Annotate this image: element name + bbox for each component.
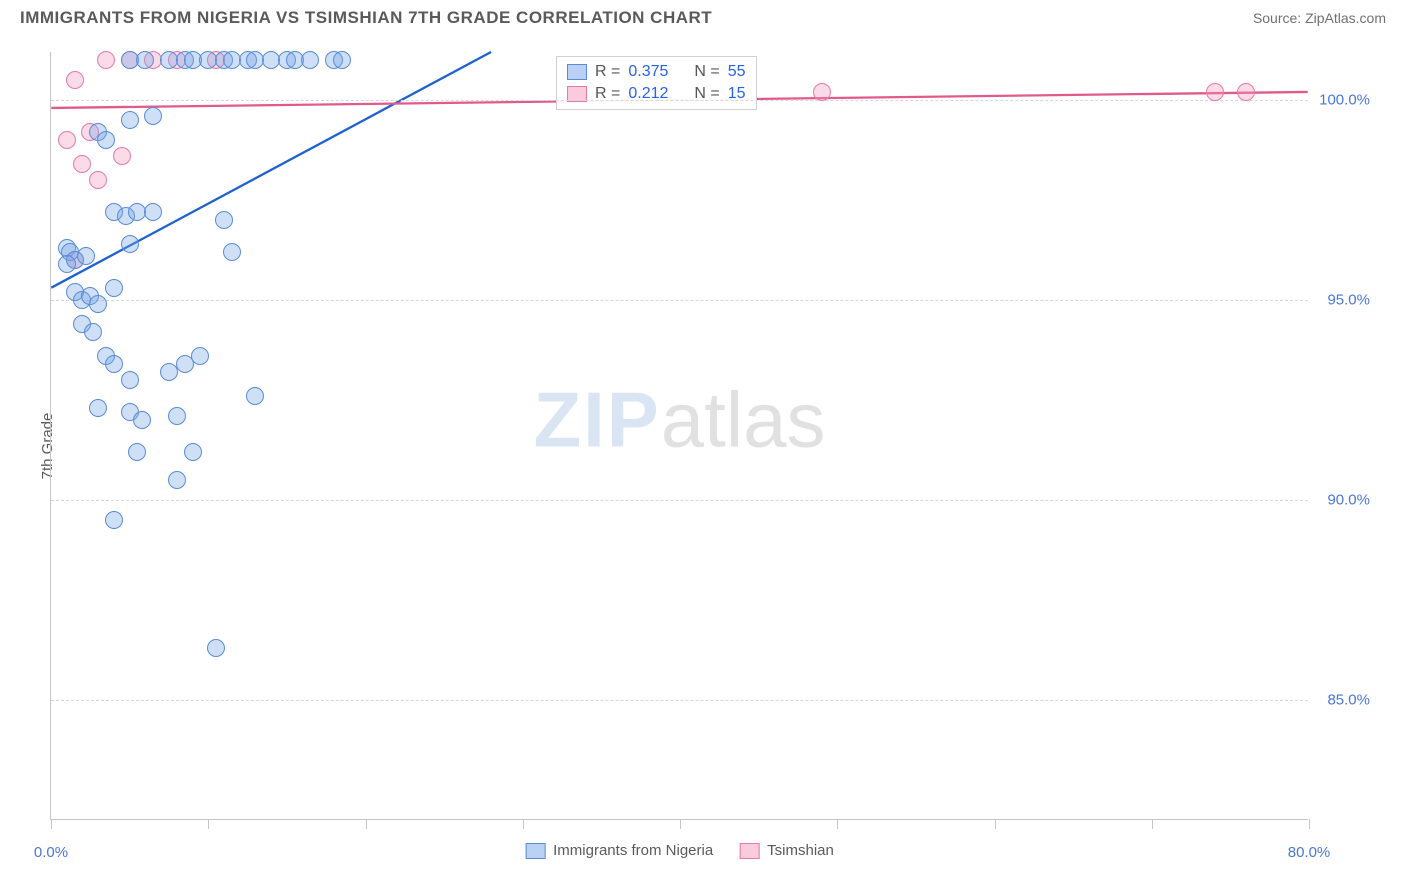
data-point: [1206, 83, 1224, 101]
data-point: [215, 211, 233, 229]
x-tick: [523, 819, 524, 829]
trend-line: [51, 52, 491, 288]
legend-item: Immigrants from Nigeria: [525, 842, 713, 859]
data-point: [144, 203, 162, 221]
y-tick-label: 90.0%: [1327, 492, 1370, 509]
r-label: R =: [595, 63, 620, 81]
chart-title: IMMIGRANTS FROM NIGERIA VS TSIMSHIAN 7TH…: [20, 8, 712, 28]
gridline: [51, 100, 1308, 101]
n-label: N =: [694, 63, 719, 81]
chart-plot-area: ZIPatlas R = 0.375 N = 55 R = 0.212 N = …: [50, 52, 1308, 820]
legend-item: Tsimshian: [739, 842, 834, 859]
x-tick: [995, 819, 996, 829]
n-value: 55: [728, 63, 746, 81]
data-point: [246, 387, 264, 405]
series-legend: Immigrants from Nigeria Tsimshian: [525, 842, 834, 859]
swatch-blue-icon: [525, 843, 545, 859]
data-point: [77, 247, 95, 265]
stats-legend: R = 0.375 N = 55 R = 0.212 N = 15: [556, 56, 757, 110]
data-point: [97, 51, 115, 69]
data-point: [105, 279, 123, 297]
x-tick: [1309, 819, 1310, 829]
data-point: [113, 147, 131, 165]
data-point: [97, 131, 115, 149]
x-tick: [837, 819, 838, 829]
stats-legend-row: R = 0.375 N = 55: [567, 61, 746, 83]
data-point: [105, 511, 123, 529]
data-point: [121, 235, 139, 253]
data-point: [191, 347, 209, 365]
watermark: ZIPatlas: [533, 375, 825, 466]
data-point: [184, 443, 202, 461]
data-point: [73, 155, 91, 173]
data-point: [223, 243, 241, 261]
x-tick: [51, 819, 52, 829]
data-point: [89, 399, 107, 417]
swatch-blue-icon: [567, 64, 587, 80]
legend-label: Immigrants from Nigeria: [553, 842, 713, 859]
data-point: [168, 471, 186, 489]
data-point: [89, 295, 107, 313]
data-point: [84, 323, 102, 341]
swatch-pink-icon: [739, 843, 759, 859]
data-point: [207, 639, 225, 657]
stats-legend-row: R = 0.212 N = 15: [567, 83, 746, 105]
data-point: [58, 131, 76, 149]
y-tick-label: 100.0%: [1319, 92, 1370, 109]
x-tick: [208, 819, 209, 829]
data-point: [66, 71, 84, 89]
chart-source: Source: ZipAtlas.com: [1253, 10, 1386, 26]
data-point: [301, 51, 319, 69]
x-tick: [1152, 819, 1153, 829]
legend-label: Tsimshian: [767, 842, 834, 859]
trend-lines: [51, 52, 1308, 819]
data-point: [133, 411, 151, 429]
data-point: [121, 111, 139, 129]
data-point: [144, 107, 162, 125]
y-tick-label: 95.0%: [1327, 292, 1370, 309]
data-point: [105, 355, 123, 373]
x-tick-label: 80.0%: [1288, 844, 1331, 861]
data-point: [58, 255, 76, 273]
x-tick-label: 0.0%: [34, 844, 68, 861]
data-point: [89, 171, 107, 189]
data-point: [168, 407, 186, 425]
r-value: 0.375: [628, 63, 668, 81]
data-point: [1237, 83, 1255, 101]
gridline: [51, 700, 1308, 701]
x-tick: [680, 819, 681, 829]
y-tick-label: 85.0%: [1327, 692, 1370, 709]
x-tick: [366, 819, 367, 829]
data-point: [136, 51, 154, 69]
gridline: [51, 300, 1308, 301]
watermark-zip: ZIP: [533, 376, 660, 464]
data-point: [813, 83, 831, 101]
gridline: [51, 500, 1308, 501]
chart-header: IMMIGRANTS FROM NIGERIA VS TSIMSHIAN 7TH…: [0, 0, 1406, 40]
data-point: [333, 51, 351, 69]
data-point: [128, 443, 146, 461]
watermark-atlas: atlas: [661, 376, 826, 464]
data-point: [121, 371, 139, 389]
